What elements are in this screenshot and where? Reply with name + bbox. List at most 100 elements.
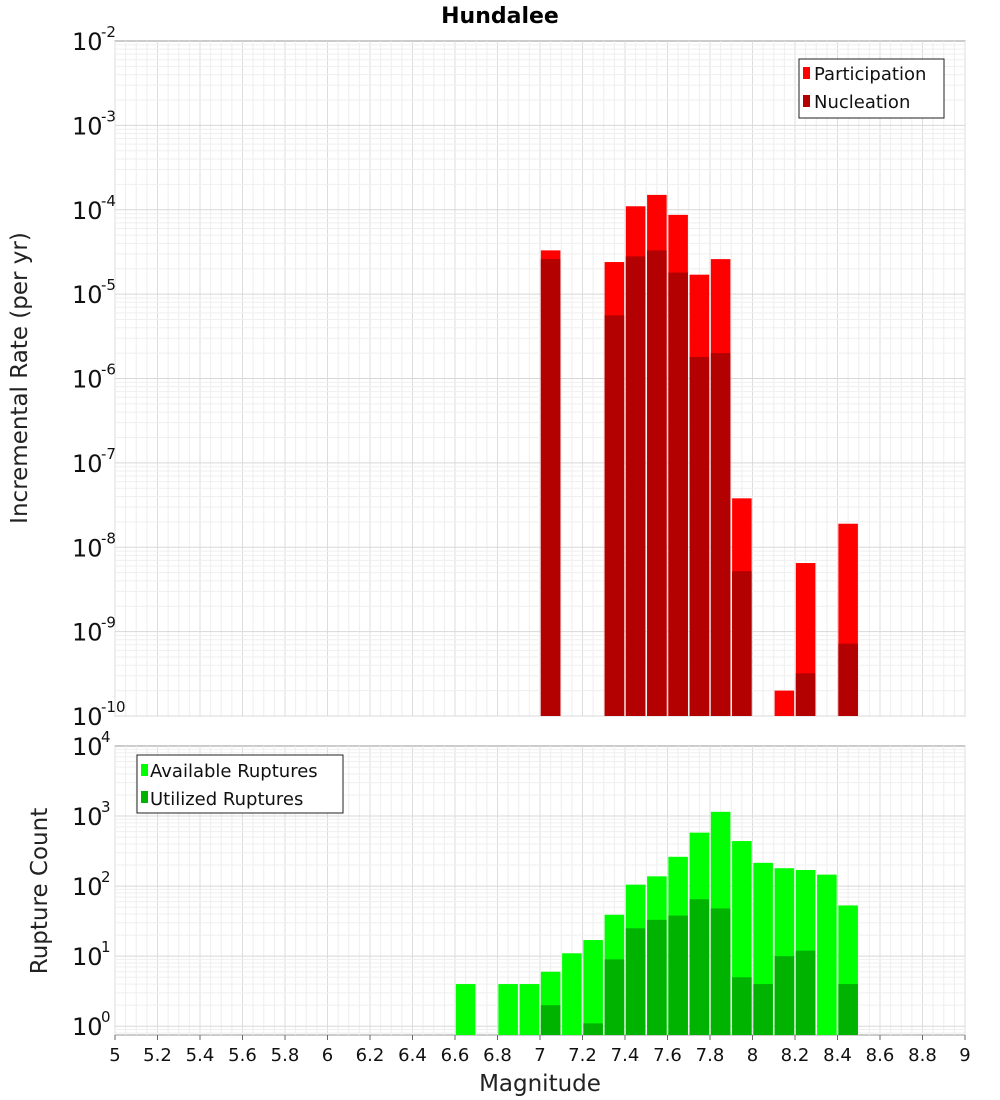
x-tick-label: 5.2 xyxy=(143,1045,172,1066)
count-bar-series1 xyxy=(540,1005,561,1035)
rate-bar-series0 xyxy=(774,690,795,716)
count-y-tick-label: 10 xyxy=(72,943,103,971)
count-bar-series0 xyxy=(498,984,518,1035)
rate-y-tick-exponent: -8 xyxy=(101,529,116,547)
x-tick-label: 5 xyxy=(109,1045,120,1066)
count-y-tick-exponent: 3 xyxy=(101,798,111,816)
count-bar-series1 xyxy=(732,977,752,1035)
count-bar-series1 xyxy=(753,984,773,1035)
rate-bar-series1 xyxy=(710,353,731,716)
available-ruptures-swatch xyxy=(141,764,148,776)
x-tick-label: 6.4 xyxy=(398,1045,427,1066)
x-tick-label: 6 xyxy=(322,1045,333,1066)
count-bar-series1 xyxy=(689,899,710,1035)
count-bar-series1 xyxy=(625,928,646,1035)
count-bar-series0 xyxy=(562,953,582,1035)
count-bar-series1 xyxy=(583,1023,603,1035)
count-bar-series1 xyxy=(710,908,731,1035)
rate-bar-series1 xyxy=(795,673,816,716)
rate-y-tick-label: 10 xyxy=(72,28,103,56)
x-tick-label: 6.2 xyxy=(356,1045,385,1066)
x-tick-label: 6.8 xyxy=(483,1045,512,1066)
count-bar-series1 xyxy=(668,915,688,1035)
rate-bar-series1 xyxy=(689,356,710,716)
x-tick-label: 7.4 xyxy=(611,1045,640,1066)
rate-y-tick-exponent: -6 xyxy=(101,361,116,379)
utilized-ruptures-legend-label: Utilized Ruptures xyxy=(150,789,303,810)
participation-legend-label: Participation xyxy=(814,64,926,85)
x-tick-label: 7.6 xyxy=(653,1045,682,1066)
rate-y-tick-label: 10 xyxy=(72,281,103,309)
rate-y-tick-exponent: -4 xyxy=(101,192,116,210)
count-legend-box xyxy=(136,754,344,814)
utilized-ruptures-swatch xyxy=(141,791,148,803)
rate-y-tick-exponent: -5 xyxy=(101,276,116,294)
available-ruptures-legend-label: Available Ruptures xyxy=(150,761,318,782)
count-bar-series0 xyxy=(455,984,476,1035)
nucleation-legend-label: Nucleation xyxy=(814,92,910,113)
rate-y-tick-exponent: -3 xyxy=(101,107,116,125)
count-y-axis-label: Rupture Count xyxy=(27,808,53,974)
x-tick-label: 7.8 xyxy=(696,1045,725,1066)
rate-gridlines xyxy=(114,41,966,717)
rate-bar-series1 xyxy=(732,571,752,716)
rate-y-tick-label: 10 xyxy=(72,450,103,478)
participation-swatch xyxy=(803,67,810,79)
count-bar-series1 xyxy=(604,959,625,1035)
count-y-tick-exponent: 1 xyxy=(101,938,111,956)
count-bar-series1 xyxy=(647,919,667,1035)
rate-legend-box xyxy=(798,58,945,119)
count-bar-series0 xyxy=(583,940,603,1035)
rate-bar-series1 xyxy=(838,643,858,716)
count-y-tick-label: 10 xyxy=(72,803,103,831)
rate-bar-series1 xyxy=(647,250,667,717)
count-y-tick-label: 10 xyxy=(72,873,103,901)
count-y-tick-label: 10 xyxy=(72,1013,103,1041)
count-y-tick-exponent: 2 xyxy=(101,868,111,886)
x-tick-label: 6.6 xyxy=(441,1045,470,1066)
rate-y-tick-exponent: -9 xyxy=(101,614,116,632)
rate-y-tick-label: 10 xyxy=(72,619,103,647)
rate-bar-series1 xyxy=(668,272,688,716)
count-legend: Available Ruptures Utilized Ruptures xyxy=(136,754,344,814)
x-tick-label: 5.8 xyxy=(271,1045,300,1066)
x-tick-label: 9 xyxy=(959,1045,970,1066)
rate-bar-series1 xyxy=(604,315,625,716)
x-tick-label: 8 xyxy=(747,1045,758,1066)
x-tick-label: 8.8 xyxy=(908,1045,937,1066)
count-y-tick-exponent: 0 xyxy=(101,1008,111,1026)
count-bar-series1 xyxy=(838,984,858,1035)
rate-y-tick-label: 10 xyxy=(72,197,103,225)
x-tick-label: 8.6 xyxy=(866,1045,895,1066)
rate-y-tick-label: 10 xyxy=(72,534,103,562)
count-bar-series0 xyxy=(817,874,837,1035)
x-tick-label: 7 xyxy=(534,1045,545,1066)
rate-legend: Participation Nucleation xyxy=(798,58,945,119)
rate-y-axis-label: Incremental Rate (per yr) xyxy=(7,232,33,524)
rate-y-tick-label: 10 xyxy=(72,703,103,731)
count-bar-series1 xyxy=(774,956,795,1035)
x-tick-label: 8.2 xyxy=(781,1045,810,1066)
rate-bar-series1 xyxy=(625,256,646,716)
x-axis-label: Magnitude xyxy=(479,1071,601,1097)
x-tick-label: 5.6 xyxy=(228,1045,257,1066)
chart-title: Hundalee xyxy=(441,4,559,29)
count-bar-series0 xyxy=(519,984,540,1035)
x-tick-label: 5.4 xyxy=(186,1045,215,1066)
rate-bars xyxy=(540,194,858,717)
x-tick-label: 7.2 xyxy=(568,1045,597,1066)
x-axis-ticks: 5 5.2 5.4 5.6 5.8 6 6.2 6.4 6.6 6.8 7 7.2 7.4 7.6 7.8 8… xyxy=(109,1035,971,1066)
rate-y-tick-exponent: -2 xyxy=(101,23,116,41)
rate-y-tick-exponent: -10 xyxy=(101,698,126,716)
rate-y-tick-exponent: -7 xyxy=(101,445,116,463)
rate-y-tick-label: 10 xyxy=(72,112,103,140)
rate-y-ticks: 10-210-310-410-510-610-710-810-910-10 xyxy=(72,23,126,731)
rate-bar-series1 xyxy=(540,259,561,716)
nucleation-swatch xyxy=(803,95,810,107)
rate-y-tick-label: 10 xyxy=(72,366,103,394)
x-tick-label: 8.4 xyxy=(823,1045,852,1066)
count-y-tick-label: 10 xyxy=(72,733,103,761)
count-bars xyxy=(455,811,858,1035)
